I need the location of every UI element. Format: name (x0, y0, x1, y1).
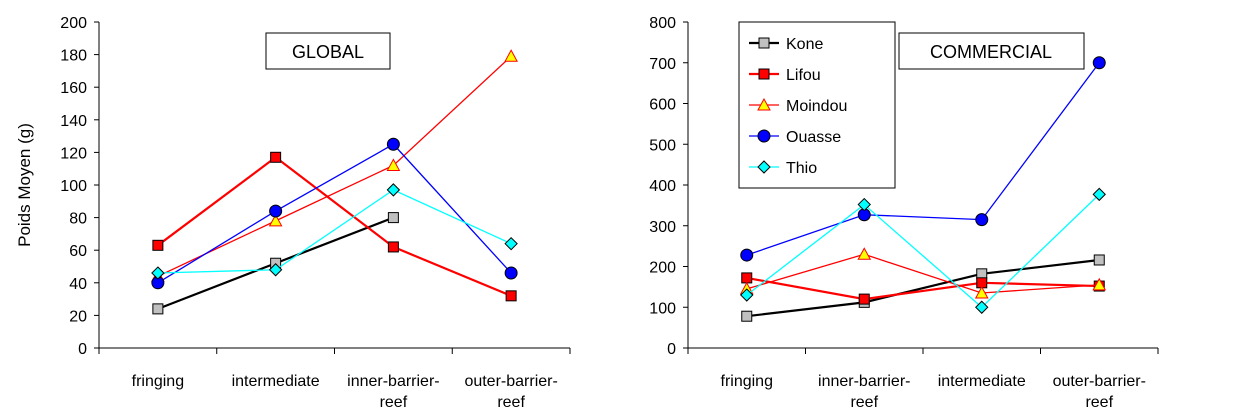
title-box (898, 32, 1085, 70)
legend-marker (757, 129, 771, 143)
series-line-thio (746, 193, 1100, 309)
data-point-moindou (857, 247, 872, 260)
data-point-moindou (974, 285, 989, 299)
series-line-ouasse (746, 62, 1100, 256)
data-point-lifou (858, 293, 870, 305)
series-moindou (739, 247, 1107, 299)
x-tick-label-intermediate: intermediate (232, 373, 320, 390)
y-tick-label: 600 (649, 97, 676, 114)
series-line-ouasse (157, 143, 512, 284)
data-point-lifou (741, 272, 753, 284)
x-tick-label-outer-barrier-reef: outer-barrier-reef (1053, 373, 1146, 411)
y-tick-label: 700 (649, 56, 676, 73)
y-tick-label: 200 (649, 260, 676, 277)
y-tick-label: 300 (649, 219, 676, 236)
chart-commercial: COMMERCIAL Kone Lifou Moindou Ouasse Thio 0 1… (649, 15, 1159, 411)
series-line-moindou (746, 253, 1100, 294)
legend-item-moindou: Moindou (749, 97, 847, 115)
y-tick-label: 500 (649, 137, 676, 154)
chart-title: GLOBAL (292, 42, 364, 62)
series-moindou (151, 49, 518, 282)
data-point-thio (975, 300, 989, 314)
legend-label: Moindou (786, 98, 847, 115)
series-line-lifou (157, 155, 512, 297)
series-line-moindou (157, 55, 512, 277)
data-point-lifou (387, 241, 399, 253)
x-tick-label-fringing: fringing (132, 373, 184, 390)
x-tick-label-inner-barrier-reef: inner-barrier-reef (347, 373, 439, 411)
legend-label: Kone (786, 36, 823, 53)
series-lifou (152, 151, 517, 302)
legend-marker (757, 160, 771, 174)
legend-marker (758, 68, 770, 80)
data-point-thio (857, 197, 871, 212)
chart-title: COMMERCIAL (930, 42, 1052, 62)
legend-item-ouasse: Ouasse (749, 129, 841, 146)
series-ouasse (151, 137, 518, 290)
data-point-ouasse (386, 137, 400, 151)
y-tick-label: 60 (69, 243, 87, 260)
data-point-moindou (386, 158, 401, 171)
y-tick-label: 180 (60, 48, 87, 65)
data-point-lifou (505, 290, 517, 302)
data-point-ouasse (504, 266, 518, 280)
y-tick-label: 80 (69, 211, 87, 228)
series-thio (740, 187, 1106, 314)
data-point-thio (386, 183, 401, 197)
data-point-lifou (270, 151, 282, 163)
y-tick-label: 140 (60, 113, 87, 130)
data-point-moindou (1092, 277, 1107, 291)
legend-item-lifou: Lifou (749, 67, 821, 84)
x-tick-label-inner-barrier-reef: inner-barrier-reef (818, 373, 910, 411)
legend-marker (757, 97, 771, 111)
y-tick-label: 400 (649, 178, 676, 195)
legend-item-kone: Kone (749, 36, 823, 53)
legend-label: Ouasse (786, 129, 841, 146)
x-tick-label-outer-barrier-reef: outer-barrier-reef (464, 373, 557, 411)
data-point-thio (151, 266, 165, 280)
y-tick-label: 160 (60, 80, 87, 97)
data-point-ouasse (975, 213, 989, 227)
data-point-moindou (504, 49, 518, 62)
chart-global: Poids Moyen (g) GLOBAL 0 20 40 60 80 100 120 14… (15, 15, 571, 411)
y-tick-label: 0 (78, 341, 87, 358)
data-point-lifou (152, 239, 164, 251)
series-line-lifou (746, 276, 1100, 301)
title-box (265, 32, 391, 70)
legend: Kone Lifou Moindou Ouasse Thio (738, 21, 896, 189)
data-point-kone (152, 303, 164, 315)
data-point-kone (1093, 254, 1105, 266)
x-tick-label-intermediate: intermediate (938, 373, 1026, 390)
legend-label: Lifou (786, 67, 821, 84)
legend-label: Thio (786, 160, 817, 177)
y-tick-label: 800 (649, 15, 676, 32)
x-tick-label-fringing: fringing (721, 373, 773, 390)
data-point-thio (1092, 187, 1106, 202)
series-line-kone (746, 258, 1100, 318)
data-point-moindou (268, 213, 283, 227)
data-point-kone (741, 310, 753, 322)
data-point-thio (740, 288, 754, 302)
data-point-thio (268, 263, 283, 277)
y-tick-label: 40 (69, 276, 87, 293)
series-line-thio (157, 189, 512, 274)
series-thio (151, 183, 518, 280)
data-point-ouasse (269, 204, 283, 218)
legend-marker (758, 37, 770, 49)
data-point-kone (387, 212, 399, 224)
data-point-thio (504, 236, 518, 251)
data-point-ouasse (1092, 56, 1106, 70)
y-tick-label: 120 (60, 145, 87, 162)
y-axis-label: Poids Moyen (g) (15, 123, 34, 247)
legend-item-thio: Thio (749, 160, 817, 177)
data-point-ouasse (740, 248, 754, 262)
y-tick-label: 0 (667, 341, 676, 358)
y-tick-label: 100 (649, 300, 676, 317)
y-tick-label: 200 (60, 15, 87, 32)
series-ouasse (740, 56, 1106, 262)
y-tick-label: 20 (69, 308, 87, 325)
y-tick-label: 100 (60, 178, 87, 195)
